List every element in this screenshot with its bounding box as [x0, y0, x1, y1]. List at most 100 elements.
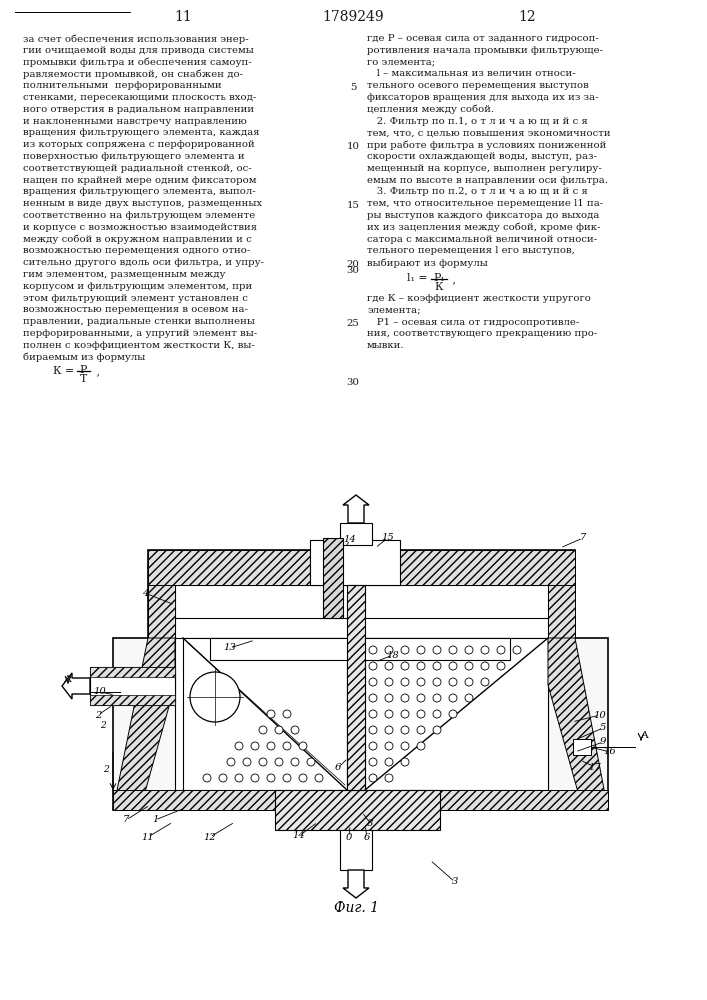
Circle shape [235, 742, 243, 750]
Circle shape [385, 694, 393, 702]
Circle shape [417, 742, 425, 750]
Circle shape [369, 710, 377, 718]
Text: го элемента;: го элемента; [367, 58, 436, 67]
Text: нащен по крайней мере одним фиксатором: нащен по крайней мере одним фиксатором [23, 176, 257, 185]
Text: равляемости промывкой, он снабжен до-: равляемости промывкой, он снабжен до- [23, 69, 243, 79]
Bar [365, 638, 548, 790]
Text: 25: 25 [346, 319, 359, 328]
Circle shape [449, 710, 457, 718]
Bar [310, 540, 400, 585]
Circle shape [267, 774, 275, 782]
Text: мывки.: мывки. [367, 341, 404, 350]
Circle shape [369, 646, 377, 654]
Text: 0: 0 [346, 832, 352, 842]
Circle shape [497, 662, 505, 670]
Text: А: А [641, 730, 649, 740]
Circle shape [369, 678, 377, 686]
Circle shape [401, 726, 409, 734]
Text: 10: 10 [346, 142, 359, 151]
Text: бираемым из формулы: бираемым из формулы [23, 353, 145, 362]
Text: 3: 3 [452, 878, 458, 886]
Text: возможностью перемещения одного отно-: возможностью перемещения одного отно- [23, 246, 250, 255]
Text: 4: 4 [142, 588, 148, 597]
Circle shape [417, 662, 425, 670]
Circle shape [465, 662, 473, 670]
Text: вращения фильтрующего элемента, каждая: вращения фильтрующего элемента, каждая [23, 128, 259, 137]
Text: l₁ =: l₁ = [407, 273, 428, 283]
Circle shape [481, 678, 489, 686]
Text: промывки фильтра и обеспечения самоуп-: промывки фильтра и обеспечения самоуп- [23, 58, 252, 67]
Circle shape [449, 646, 457, 654]
Text: К =: К = [53, 366, 74, 376]
Circle shape [259, 726, 267, 734]
Text: тельного перемещения l его выступов,: тельного перемещения l его выступов, [367, 246, 575, 255]
Circle shape [369, 726, 377, 734]
Text: 18: 18 [387, 650, 399, 660]
Text: корпусом и фильтрующим элементом, при: корпусом и фильтрующим элементом, при [23, 282, 252, 291]
Text: ры выступов каждого фиксатора до выхода: ры выступов каждого фиксатора до выхода [367, 211, 600, 220]
Text: К: К [435, 282, 443, 292]
Text: 10: 10 [594, 710, 607, 720]
Circle shape [385, 678, 393, 686]
Text: 5: 5 [600, 724, 606, 732]
Circle shape [401, 662, 409, 670]
Circle shape [251, 742, 259, 750]
Circle shape [291, 726, 299, 734]
Circle shape [267, 710, 275, 718]
Text: 2: 2 [100, 720, 106, 730]
Text: 1: 1 [152, 816, 158, 824]
Text: этом фильтрующий элемент установлен с: этом фильтрующий элемент установлен с [23, 294, 248, 303]
Bar [90, 667, 175, 705]
Circle shape [433, 646, 441, 654]
Circle shape [401, 646, 409, 654]
Text: l – максимальная из величин относи-: l – максимальная из величин относи- [367, 69, 575, 78]
Circle shape [481, 662, 489, 670]
Circle shape [433, 710, 441, 718]
Circle shape [190, 672, 240, 722]
Text: поверхностью фильтрующего элемента и: поверхностью фильтрующего элемента и [23, 152, 245, 161]
Circle shape [513, 646, 521, 654]
Text: выбирают из формулы: выбирают из формулы [367, 258, 488, 268]
Circle shape [385, 662, 393, 670]
Circle shape [369, 774, 377, 782]
Circle shape [417, 646, 425, 654]
Circle shape [369, 742, 377, 750]
Circle shape [299, 742, 307, 750]
Text: где Р – осевая сила от заданного гидросоп-: где Р – осевая сила от заданного гидросо… [367, 34, 599, 43]
Bar [347, 585, 365, 790]
Polygon shape [148, 585, 175, 638]
Text: полнительными  перфорированными: полнительными перфорированными [23, 81, 221, 90]
Polygon shape [548, 585, 575, 638]
Text: 14: 14 [293, 832, 305, 840]
Text: полнен с коэффициентом жесткости К, вы-: полнен с коэффициентом жесткости К, вы- [23, 341, 255, 350]
Polygon shape [548, 638, 608, 810]
Circle shape [417, 694, 425, 702]
FancyArrow shape [62, 673, 90, 699]
Text: 12: 12 [518, 10, 536, 24]
Text: 20: 20 [346, 260, 359, 269]
FancyArrow shape [343, 495, 369, 523]
Circle shape [299, 774, 307, 782]
Text: между собой в окружном направлении и с: между собой в окружном направлении и с [23, 235, 252, 244]
Text: вращения фильтрующего элемента, выпол-: вращения фильтрующего элемента, выпол- [23, 187, 256, 196]
Circle shape [433, 678, 441, 686]
Text: Фиг. 1: Фиг. 1 [334, 901, 378, 915]
Bar [148, 550, 575, 638]
Text: гии очищаемой воды для привода системы: гии очищаемой воды для привода системы [23, 46, 254, 55]
Text: 12: 12 [204, 832, 216, 842]
Circle shape [219, 774, 227, 782]
Text: 1789249: 1789249 [322, 10, 384, 24]
Text: Р1 – осевая сила от гидросопротивле-: Р1 – осевая сила от гидросопротивле- [367, 318, 579, 327]
Bar [210, 638, 510, 660]
Text: тем, что относительное перемещение l1 па-: тем, что относительное перемещение l1 па… [367, 199, 603, 208]
Bar [275, 790, 440, 830]
Text: ного отверстия в радиальном направлении: ного отверстия в радиальном направлении [23, 105, 254, 114]
Bar [340, 830, 372, 870]
Text: 7: 7 [580, 534, 586, 542]
Circle shape [465, 694, 473, 702]
Circle shape [243, 758, 251, 766]
FancyArrow shape [343, 870, 369, 898]
Polygon shape [113, 638, 175, 810]
Circle shape [385, 742, 393, 750]
Text: 13: 13 [223, 644, 236, 652]
